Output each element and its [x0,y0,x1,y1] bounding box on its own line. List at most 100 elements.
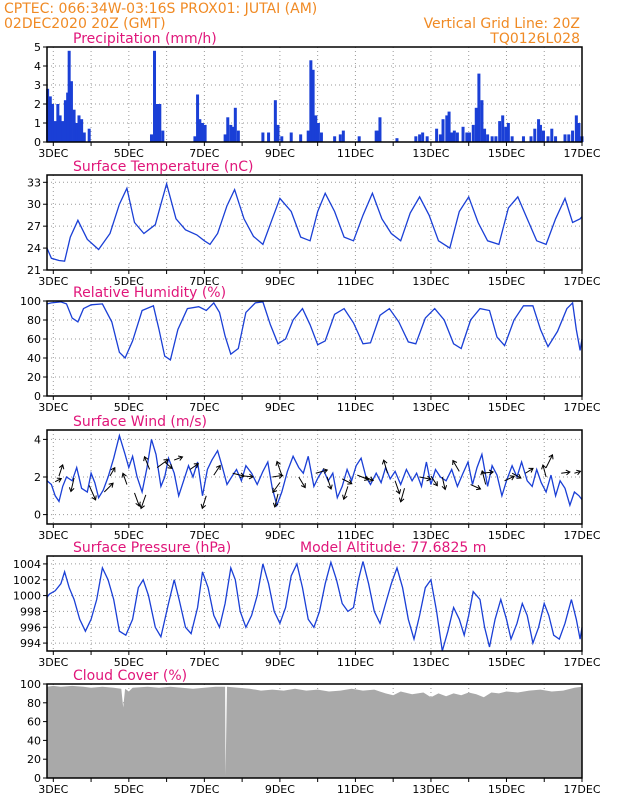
temperature-frame [46,174,583,271]
wind-vector-arrowhead [364,475,370,481]
wind-vector-arrow [383,459,388,474]
precip-bar [276,124,280,142]
wind-vector-arrowhead [342,494,348,501]
wind-vector-arrow [88,485,97,501]
wind-vector-arrowhead [110,466,116,473]
precip-bar [395,138,399,142]
header-init-time: 02DEC2020 20Z (GMT) [4,16,166,32]
precip-bar [61,121,65,142]
humidity-frame [46,300,583,397]
wind-vector-arrowhead [139,503,145,510]
pressure-frame [46,555,583,652]
precip-xtick-label: 13DEC [412,147,449,160]
precip-bar [63,100,67,142]
wind-vector-arrow [232,472,245,477]
cloud-cover-xtick-label: 11DEC [337,783,374,796]
precip-bar [226,117,230,142]
precip-bar [435,128,439,142]
temperature-xtick-label: 7DEC [189,275,219,288]
precip-bar [567,134,571,142]
precip-bar [486,134,490,142]
temperature-xtick-label: 9DEC [265,275,295,288]
precip-bar [53,121,57,142]
cloud-cover-ytick-label: 0 [34,772,41,785]
cloud-cover-xtick-label: 9DEC [265,783,295,796]
precip-bar [67,50,71,142]
wind-vector-arrowhead [548,453,554,460]
precip-bar [314,115,318,142]
temperature-series-line [46,181,583,262]
humidity-ytick-label: 0 [34,390,41,403]
precip-bar [425,136,429,142]
precip-bar [538,124,542,142]
wind-vector-arrowhead [476,484,482,491]
wind-vector-arrowhead [177,455,184,461]
precip-bar [452,130,456,142]
humidity-xtick-label: 9DEC [265,401,295,414]
cloud-cover-ytick-label: 20 [27,753,41,766]
wind-vector-arrowhead [398,497,405,503]
wind-xtick-label: 11DEC [337,529,374,542]
precip-bar [229,124,233,142]
cloud-cover-xtick-label: 15DEC [488,783,525,796]
header-grid-line: Vertical Grid Line: 20Z [423,16,580,32]
wind-xtick-label: 17DEC [563,529,600,542]
temperature-ytick-label: 21 [27,264,41,277]
wind-vector-arrow [452,460,460,472]
precip-title: Precipitation (mm/h) [73,31,217,47]
cloud-cover-xtick-label: 3DEC [38,783,68,796]
precip-bar [196,94,200,142]
wind-vector-arrowhead [248,473,254,480]
cloud-cover-ytick-label: 80 [27,697,41,710]
wind-xtick-label: 7DEC [189,529,219,542]
temperature-ytick-label: 24 [27,242,41,255]
wind-vector-arrow [70,477,75,492]
precip-xtick-label: 9DEC [265,147,295,160]
precip-bar [155,104,159,142]
precip-bar [490,136,494,142]
header-model-id: TQ0126L028 [490,31,580,47]
precip-bar [82,132,86,142]
precip-bar [501,115,505,142]
wind-vector-arrowhead [91,495,97,501]
wind-vector-arrow [511,472,522,479]
temperature-xtick-label: 3DEC [38,275,68,288]
precip-bar [445,115,449,142]
precip-bar [550,128,554,142]
wind-vector-arrowhead [480,469,486,476]
temperature-title: Surface Temperature (nC) [73,159,254,175]
cloud-cover-ytick-label: 60 [27,716,41,729]
precip-bar [200,123,204,142]
precip-bar [465,132,469,142]
humidity-xtick-label: 7DEC [189,401,219,414]
temperature-xtick-label: 5DEC [114,275,144,288]
precip-bar [447,111,451,142]
wind-ytick-label: 4 [34,433,41,446]
precip-bar [69,81,73,142]
precip-bar [450,132,454,142]
wind-vector-arrowhead [193,463,200,469]
precip-bar [236,130,240,142]
pressure-xtick-label: 17DEC [563,656,600,669]
wind-vector-arrowhead [432,481,438,487]
pressure-ytick-label: 994 [20,637,41,650]
pressure-ytick-label: 1004 [13,558,41,571]
wind-vector-arrowhead [58,464,65,470]
precip-bar [48,96,52,142]
temperature-xtick-label: 11DEC [337,275,374,288]
wind-vector-arrow [243,475,254,478]
precip-bar [471,124,475,142]
wind-vector-arrow [122,473,128,485]
wind-vector-arrow [272,474,283,478]
humidity-xtick-label: 15DEC [488,401,525,414]
precip-bar [374,130,378,142]
wind-vector-arrowhead [441,485,448,491]
precip-bar [498,121,502,142]
wind-vector-arrowhead [347,479,353,485]
cloud-cover-xtick-label: 5DEC [114,783,144,796]
precip-bar [193,136,197,142]
wind-vector-arrow [140,494,147,509]
pressure-xtick-label: 5DEC [114,656,144,669]
temperature-ytick-label: 30 [27,198,41,211]
wind-vector-arrowhead [516,473,522,479]
